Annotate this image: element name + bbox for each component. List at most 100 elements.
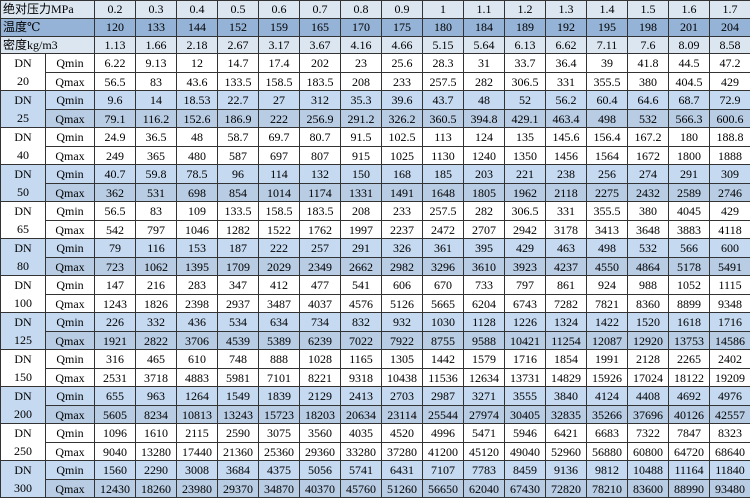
qmin-cell: 5056 — [300, 461, 341, 480]
qmax-cell: 7821 — [587, 294, 628, 313]
temperature-cell: 184 — [464, 18, 505, 36]
qmax-cell: 807 — [300, 146, 341, 165]
qmax-cell: 355.5 — [587, 72, 628, 91]
qmax-label: Qmax — [46, 331, 95, 350]
qmax-cell: 2982 — [382, 257, 423, 276]
qmin-cell: 1115 — [710, 276, 750, 295]
qmax-cell: 79.1 — [95, 109, 136, 128]
density-cell: 3.67 — [300, 36, 341, 54]
qmin-cell: 96 — [218, 165, 259, 184]
dn-label: DN — [1, 387, 45, 405]
qmin-cell: 309 — [710, 165, 750, 184]
qmax-cell: 1395 — [177, 257, 218, 276]
qmin-cell: 1579 — [464, 350, 505, 369]
qmin-cell: 4408 — [628, 387, 669, 406]
qmin-cell: 33.7 — [505, 54, 546, 73]
qmin-cell: 4520 — [382, 424, 423, 443]
page: {"header": { "pressure_label": "绝对压力MPa"… — [0, 0, 750, 484]
qmin-cell: 2128 — [628, 350, 669, 369]
qmin-cell: 226 — [95, 313, 136, 332]
qmin-cell: 1618 — [669, 313, 710, 332]
qmin-label: Qmin — [46, 276, 95, 295]
dn-label: DN — [1, 313, 45, 331]
qmax-cell: 1014 — [259, 183, 300, 202]
pressure-cell: 1.1 — [464, 1, 505, 19]
pressure-cell: 0.3 — [136, 1, 177, 19]
temperature-label: 温度℃ — [1, 18, 95, 36]
qmax-cell: 291.2 — [341, 109, 382, 128]
qmin-cell: 28.3 — [423, 54, 464, 73]
qmin-cell: 9.6 — [95, 91, 136, 110]
qmax-cell: 18260 — [136, 479, 177, 498]
qmin-cell: 1716 — [505, 350, 546, 369]
qmax-cell: 4550 — [587, 257, 628, 276]
qmin-cell: 361 — [423, 239, 464, 258]
qmax-cell: 13280 — [136, 442, 177, 461]
qmin-cell: 221 — [505, 165, 546, 184]
temperature-cell: 198 — [628, 18, 669, 36]
qmax-cell: 429.1 — [505, 109, 546, 128]
qmin-cell: 963 — [136, 387, 177, 406]
qmin-cell: 347 — [218, 276, 259, 295]
dn-label: DN — [1, 91, 45, 109]
qmax-cell: 93480 — [710, 479, 750, 498]
qmax-label: Qmax — [46, 257, 95, 276]
qmin-cell: 69.7 — [259, 128, 300, 147]
qmax-cell: 365 — [136, 146, 177, 165]
qmin-cell: 5471 — [464, 424, 505, 443]
qmax-cell: 56650 — [423, 479, 464, 498]
qmax-cell: 52960 — [546, 442, 587, 461]
qmin-cell: 39 — [587, 54, 628, 73]
qmin-label: Qmin — [46, 424, 95, 443]
qmax-cell: 1174 — [300, 183, 341, 202]
qmax-cell: 10438 — [382, 368, 423, 387]
qmax-cell: 158.5 — [259, 72, 300, 91]
qmax-cell: 14829 — [546, 368, 587, 387]
qmax-cell: 7101 — [259, 368, 300, 387]
temperature-cell: 152 — [218, 18, 259, 36]
qmax-cell: 4576 — [341, 294, 382, 313]
qmin-cell: 153 — [177, 239, 218, 258]
pressure-cell: 0.8 — [341, 1, 382, 19]
temperature-cell: 120 — [95, 18, 136, 36]
qmax-cell: 7022 — [341, 331, 382, 350]
dn-size: 300 — [1, 479, 45, 497]
qmin-cell: 109 — [177, 202, 218, 221]
qmax-cell: 6743 — [505, 294, 546, 313]
qmin-cell: 5946 — [505, 424, 546, 443]
qmax-cell: 67430 — [505, 479, 546, 498]
qmin-cell: 924 — [587, 276, 628, 295]
qmin-cell: 2703 — [382, 387, 423, 406]
density-cell: 6.13 — [505, 36, 546, 54]
qmin-cell: 3560 — [300, 424, 341, 443]
qmax-cell: 9348 — [710, 294, 750, 313]
qmax-cell: 3648 — [628, 220, 669, 239]
qmin-cell: 797 — [505, 276, 546, 295]
qmin-cell: 59.8 — [136, 165, 177, 184]
qmax-cell: 12430 — [95, 479, 136, 498]
qmax-cell: 3610 — [464, 257, 505, 276]
qmax-cell: 8234 — [136, 405, 177, 424]
pressure-cell: 0.4 — [177, 1, 218, 19]
qmax-cell: 5981 — [218, 368, 259, 387]
qmax-cell: 2662 — [341, 257, 382, 276]
qmin-cell: 1610 — [136, 424, 177, 443]
qmax-cell: 1025 — [382, 146, 423, 165]
qmax-cell: 2398 — [177, 294, 218, 313]
qmax-cell: 4883 — [177, 368, 218, 387]
density-cell: 7.6 — [628, 36, 669, 54]
qmax-cell: 1046 — [177, 220, 218, 239]
qmin-cell: 133.5 — [218, 202, 259, 221]
qmax-cell: 133.5 — [218, 72, 259, 91]
density-cell: 5.64 — [464, 36, 505, 54]
qmin-cell: 9.13 — [136, 54, 177, 73]
pressure-cell: 0.7 — [300, 1, 341, 19]
qmax-cell: 12634 — [464, 368, 505, 387]
qmin-cell: 498 — [587, 239, 628, 258]
